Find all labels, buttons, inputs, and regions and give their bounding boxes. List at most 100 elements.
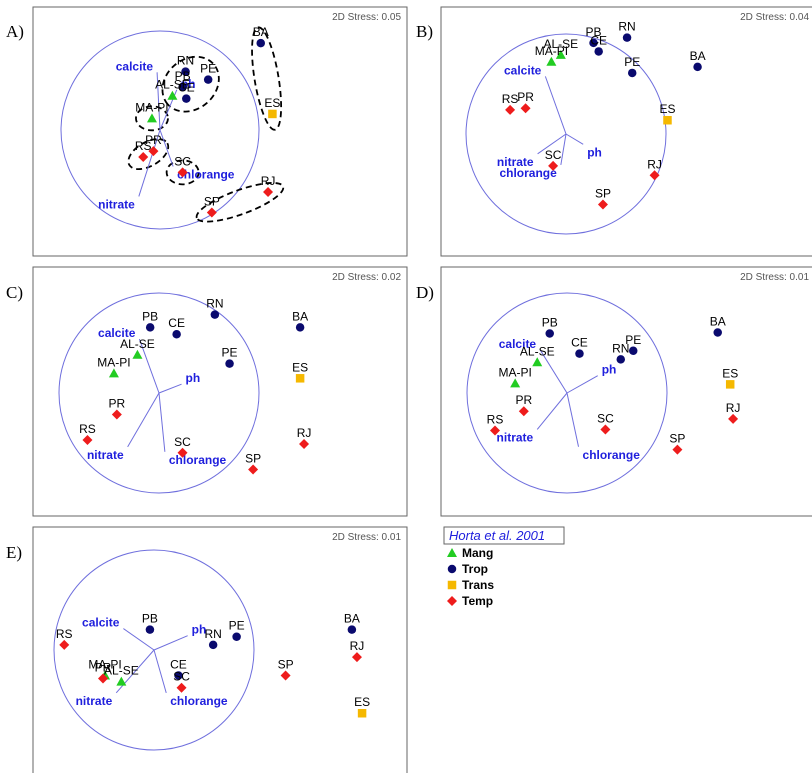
panel-frame [32, 6, 408, 257]
panel-frame [440, 6, 812, 257]
point-PE [232, 632, 241, 641]
point-SC [548, 160, 559, 171]
point-PE [627, 68, 637, 78]
nmds-panel-2: 2D Stress: 0.04 calcite ph nitratechlorange… [416, 6, 812, 257]
point-AL-SE [532, 357, 543, 367]
site-label: BA [253, 25, 269, 39]
site-label: RJ [647, 157, 662, 171]
vector-chlorange [560, 133, 567, 166]
point-RN [622, 33, 632, 42]
site-label: PE [222, 346, 238, 360]
vector-calcite [156, 72, 161, 131]
legend-title-box [443, 526, 565, 545]
point-SP [248, 464, 259, 475]
point-RS [505, 104, 516, 115]
legend-marker-Trop [447, 564, 457, 574]
vector-nitrate [115, 649, 155, 694]
group-ellipse [165, 159, 200, 186]
site-label: SP [204, 194, 220, 208]
legend-marker-Temp [447, 596, 457, 606]
panel-frame [32, 526, 408, 773]
point-CE [594, 47, 603, 56]
point-SP [206, 207, 217, 218]
panel-label: B) [416, 22, 433, 41]
point-CE [182, 94, 191, 103]
vector-nitrate [537, 133, 567, 155]
site-label: RN [206, 297, 223, 311]
correlation-circle [53, 549, 255, 751]
panel-label: D) [416, 283, 434, 302]
vector-chlorange [153, 649, 167, 693]
legend-label: Trop [462, 562, 488, 576]
vector-label: ph [192, 623, 207, 637]
point-PR [111, 409, 122, 420]
site-label: AL-SE [155, 78, 190, 92]
legend-title: Horta et al. 2001 [449, 528, 545, 543]
site-label: PR [109, 397, 126, 411]
site-label: PE [229, 619, 245, 633]
site-label: RJ [261, 174, 276, 188]
vector-label: nitrate [87, 448, 124, 462]
correlation-circle [58, 292, 260, 494]
nmds-panel-3: 2D Stress: 0.02 calcite ph nitrate chlorange… [6, 266, 408, 517]
site-label: SP [278, 658, 294, 672]
point-SP [280, 670, 291, 681]
site-label: RS [502, 92, 519, 106]
vector-label: nitrate [76, 694, 113, 708]
point-SC [600, 424, 611, 435]
site-label: PB [175, 69, 191, 83]
stress-value: 2D Stress: 0.05 [332, 12, 401, 23]
site-label: RS [487, 412, 504, 426]
group-ellipse [251, 26, 283, 131]
nmds-panel-1: 2D Stress: 0.05calcitephnitratechlorange… [6, 6, 408, 257]
vector-calcite [138, 338, 160, 394]
vector-chlorange [158, 392, 166, 452]
panel-frame [32, 266, 408, 517]
point-RN [181, 67, 190, 76]
point-MA-PI [108, 368, 119, 378]
vector-calcite [539, 349, 568, 394]
legend-label: Temp [462, 594, 493, 608]
point-RJ [263, 187, 274, 198]
stress-value: 2D Stress: 0.01 [332, 532, 401, 543]
point-RN [210, 310, 220, 319]
point-AL-SE [555, 49, 566, 59]
vector-calcite [544, 76, 567, 135]
point-ES [357, 708, 367, 718]
group-ellipse [161, 55, 220, 113]
point-BA [713, 328, 722, 337]
vector-ph [566, 375, 598, 394]
site-label: PR [515, 393, 532, 407]
point-BA [256, 38, 265, 48]
group-ellipse [135, 105, 169, 132]
site-label: ES [722, 366, 738, 380]
vector-label: nitrate [98, 197, 135, 211]
site-label: CE [590, 33, 607, 47]
stress-value: 2D Stress: 0.02 [332, 272, 401, 283]
panel-label: A) [6, 22, 24, 41]
site-label: SC [597, 411, 614, 425]
vector-ph [565, 133, 584, 145]
legend-label: Mang [462, 546, 493, 560]
point-MA-PI [546, 56, 557, 66]
site-label: SC [174, 435, 191, 449]
site-label: SC [173, 670, 190, 684]
vector-label: chlorange [499, 166, 557, 180]
point-PR [520, 103, 531, 114]
vector-label: chlorange [583, 448, 641, 462]
site-label: RS [56, 627, 73, 641]
point-AL-SE [167, 90, 178, 100]
point-PR [98, 673, 108, 684]
legend: Horta et al. 2001 Mang Trop Trans Temp [443, 526, 565, 608]
legend-label: Trans [462, 578, 494, 592]
point-RJ [728, 413, 739, 424]
point-PB [545, 329, 554, 338]
point-SC [177, 447, 188, 458]
site-label: RN [177, 54, 194, 68]
site-label: RN [612, 341, 629, 355]
vector-label: ph [186, 371, 201, 385]
point-PE [225, 359, 234, 368]
correlation-circle [60, 30, 260, 230]
point-RJ [299, 438, 310, 449]
